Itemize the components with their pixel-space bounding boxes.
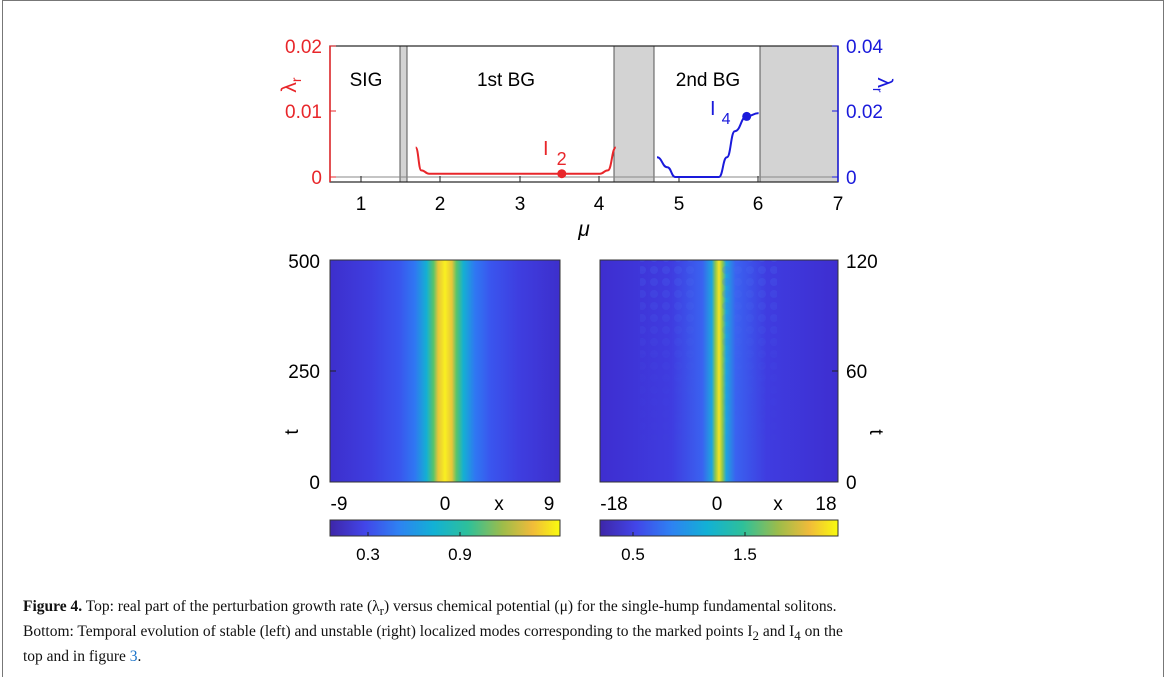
left-colorbar-tick: 0.3 (356, 545, 380, 564)
right-y-label: λr (870, 77, 896, 93)
left-y-label: t (282, 429, 303, 435)
right-tick-label: 0 (846, 168, 857, 189)
left-tick-label: 0.01 (285, 102, 322, 123)
right-colorbar-tick: 0.5 (621, 545, 645, 564)
figure-caption: Figure 4. Top: real part of the perturba… (23, 596, 1153, 667)
left-heatmap-image (330, 260, 560, 482)
caption-text: ) versus chemical potential (μ) for the … (383, 598, 837, 615)
caption-text: on the (800, 623, 843, 641)
right-colorbar (599, 519, 839, 537)
left-ticks: 0.02 0.01 0 (285, 37, 336, 189)
frame-border-right (1163, 0, 1164, 677)
caption-text: Top: real part of the perturbation growt… (82, 598, 380, 615)
region-label-1st-bg: 1st BG (477, 70, 535, 91)
left-colorbar-tick: 0.9 (448, 545, 472, 564)
x-ticks: 1 2 3 4 5 6 7 (356, 176, 844, 215)
left-y-tick: 500 (288, 252, 320, 273)
frame-border-top (2, 0, 1164, 1)
x-tick-label: 6 (753, 194, 764, 215)
x-tick-label: 3 (515, 194, 526, 215)
left-y-tick: 250 (288, 362, 320, 383)
region-label-sig: SIG (350, 70, 383, 91)
figure-3-link[interactable]: 3 (129, 648, 138, 666)
left-colorbar (329, 519, 561, 537)
gap-region-1 (399, 45, 408, 183)
x-tick-label: 2 (435, 194, 446, 215)
x-tick-label: 4 (594, 194, 605, 215)
left-tick-label: 0 (311, 168, 322, 189)
marker-i2 (557, 169, 567, 179)
right-x-tick: 0 (712, 494, 723, 515)
right-heatmap-ripples (640, 260, 777, 440)
right-y-label: t (865, 429, 886, 435)
series-line-right (656, 112, 759, 179)
frame-border-left (2, 0, 3, 677)
top-chart: 0.02 0.01 0 0.04 0.02 0 1 2 3 4 5 6 (278, 37, 896, 241)
left-x-tick: 9 (544, 494, 555, 515)
series-line-left (414, 146, 617, 175)
right-y-tick: 60 (846, 362, 867, 383)
left-x-tick: -9 (331, 494, 348, 515)
x-tick-label: 5 (674, 194, 685, 215)
gap-region-2 (613, 45, 655, 183)
left-heatmap: 500 250 0 -9 0 x 9 t 0.3 0.9 (282, 252, 561, 564)
right-x-label: x (773, 494, 783, 515)
figure-svg: 0.02 0.01 0 0.04 0.02 0 1 2 3 4 5 6 (278, 37, 896, 564)
figure: 0.02 0.01 0 0.04 0.02 0 1 2 3 4 5 6 (278, 37, 896, 564)
caption-line-2: Bottom: Temporal evolution of stable (le… (23, 621, 1153, 646)
right-heatmap: 120 60 0 -18 0 x 18 t 0.5 1.5 (599, 252, 886, 564)
caption-label: Figure 4. (23, 598, 83, 615)
svg-text:λr: λr (870, 77, 896, 93)
x-tick-label: 1 (356, 194, 367, 215)
caption-sub: r (379, 603, 384, 619)
caption-text: . (137, 648, 142, 666)
marker-i4 (742, 111, 752, 121)
caption-text: top and in figure (23, 648, 130, 666)
right-x-tick: 18 (815, 494, 836, 515)
left-x-tick: 0 (440, 494, 451, 515)
left-y-label: λr (278, 77, 304, 93)
caption-sub: 4 (794, 628, 801, 644)
x-tick-label: 7 (833, 194, 844, 215)
caption-text: and I (758, 623, 795, 641)
gap-region-3 (759, 45, 839, 183)
x-axis-label: μ (577, 218, 590, 241)
right-tick-label: 0.02 (846, 102, 883, 123)
right-colorbar-tick: 1.5 (733, 545, 757, 564)
caption-text: Bottom: Temporal evolution of stable (le… (23, 623, 753, 641)
right-y-tick: 0 (846, 473, 857, 494)
caption-sub: 2 (752, 628, 759, 644)
right-tick-label: 0.04 (846, 37, 883, 58)
right-x-tick: -18 (600, 494, 627, 515)
right-y-tick: 120 (846, 252, 878, 273)
right-heatmap-image (600, 260, 838, 482)
left-x-label: x (494, 494, 504, 515)
region-label-2nd-bg: 2nd BG (676, 70, 740, 91)
left-tick-label: 0.02 (285, 37, 322, 58)
top-chart-series (414, 111, 759, 179)
left-y-tick: 0 (309, 473, 320, 494)
svg-text:λr: λr (278, 77, 304, 93)
right-ticks: 0.04 0.02 0 (832, 37, 883, 189)
caption-line-3: top and in figure 3. (23, 646, 1153, 667)
caption-line-1: Figure 4. Top: real part of the perturba… (23, 596, 1153, 621)
